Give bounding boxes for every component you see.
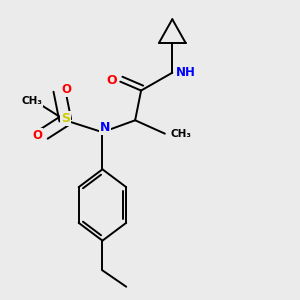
Text: N: N: [100, 121, 110, 134]
Text: O: O: [106, 74, 117, 87]
Text: O: O: [32, 129, 42, 142]
Text: CH₃: CH₃: [171, 129, 192, 139]
Text: NH: NH: [176, 66, 196, 79]
Text: CH₃: CH₃: [21, 96, 42, 106]
Text: O: O: [62, 82, 72, 96]
Text: S: S: [61, 112, 70, 125]
